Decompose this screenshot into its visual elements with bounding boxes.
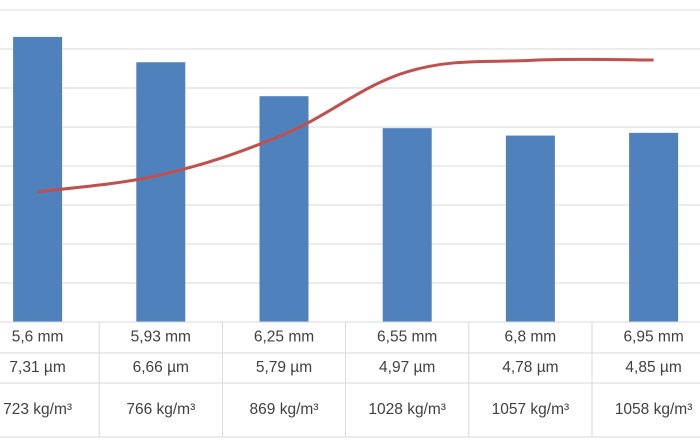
table-cell-label: 7,31 µm [9, 359, 65, 376]
line-series [37, 57, 654, 194]
table-cell-label: 6,95 mm [623, 329, 683, 346]
bar [259, 96, 309, 322]
table-cell-label: 1058 kg/m³ [615, 401, 693, 418]
table-cell-label: 4,78 µm [502, 359, 558, 376]
table-cell-label: 6,66 µm [133, 359, 189, 376]
table-cell-label: 5,79 µm [256, 359, 312, 376]
table-cell-label: 5,93 mm [131, 329, 191, 346]
bar-series [13, 36, 679, 322]
table-cell-label: 4,97 µm [379, 359, 435, 376]
table-cell-label: 6,25 mm [254, 329, 314, 346]
table-cell-label: 1028 kg/m³ [368, 401, 446, 418]
bar [382, 128, 432, 322]
data-table: 5,6 mm 7,31 µm 723 kg/m³ 5,93 mm 6,66 µm 766 … [0, 321, 700, 438]
table-cell-label: 869 kg/m³ [250, 401, 319, 418]
table-cell-label: 1057 kg/m³ [492, 401, 570, 418]
table-cell-label: 766 kg/m³ [126, 401, 195, 418]
bar [13, 36, 63, 322]
table-cell-label: 6,55 mm [377, 329, 437, 346]
table-cell-label: 6,8 mm [505, 329, 557, 346]
bar [136, 62, 186, 322]
bar [505, 135, 555, 322]
bar [629, 132, 679, 322]
table-cell-label: 723 kg/m³ [3, 401, 72, 418]
table-cell-label: 5,6 mm [12, 329, 64, 346]
line-path [37, 57, 654, 194]
table-cell-label: 4,85 µm [625, 359, 681, 376]
gridlines [0, 9, 700, 284]
